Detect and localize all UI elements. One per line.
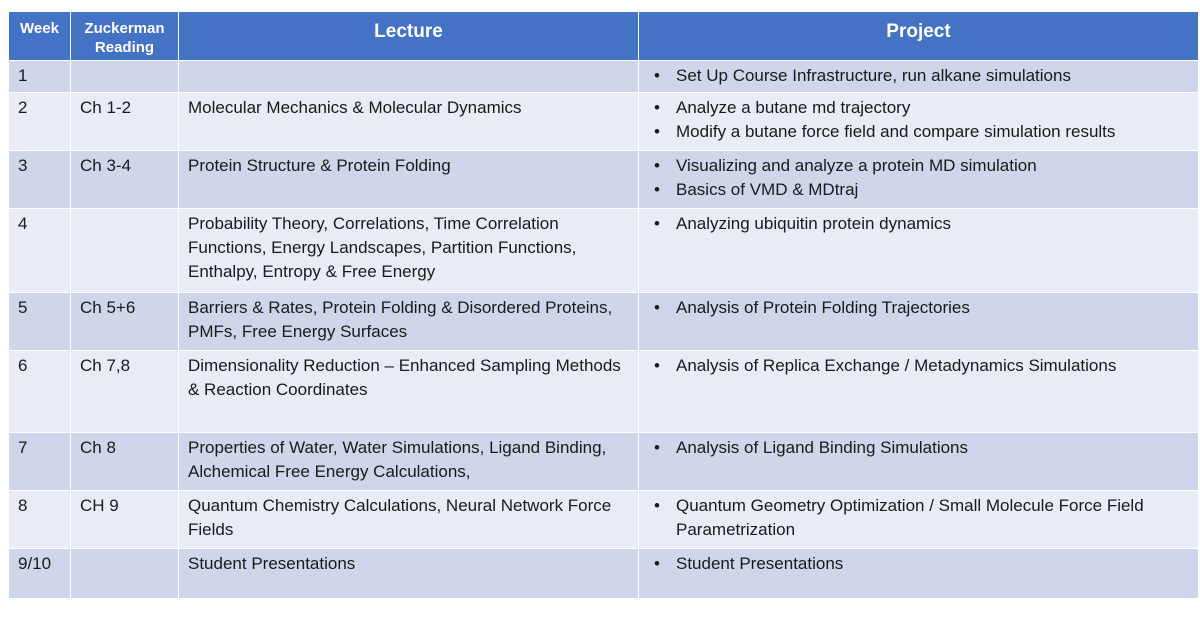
lecture-cell: Probability Theory, Correlations, Time C… [178,208,639,293]
week-cell: 1 [8,60,71,93]
reading-cell [70,60,179,93]
project-cell: Analyze a butane md trajectoryModify a b… [638,92,1199,151]
course-schedule: Week Zuckerman Reading Lecture Project 1… [8,11,1199,599]
project-header: Project [638,11,1199,61]
reading-cell: CH 9 [70,490,179,549]
table-row: 2 Ch 1-2 Molecular Mechanics & Molecular D… [8,92,1199,151]
project-cell: Analyzing ubiquitin protein dynamics [638,208,1199,293]
table-row: 4 Probability Theory, Correlations, Time … [8,208,1199,293]
project-cell: Analysis of Protein Folding Trajectories [638,292,1199,351]
project-cell: Set Up Course Infrastructure, run alkane… [638,60,1199,93]
project-item: Visualizing and analyze a protein MD sim… [648,154,1190,178]
week-header: Week [8,11,71,61]
header-row: Week Zuckerman Reading Lecture Project [8,11,1199,61]
project-cell: Visualizing and analyze a protein MD sim… [638,150,1199,209]
week-cell: 2 [8,92,71,151]
week-cell: 6 [8,350,71,433]
lecture-cell: Protein Structure & Protein Folding [178,150,639,209]
project-list: Analyze a butane md trajectoryModify a b… [648,96,1190,144]
project-item: Quantum Geometry Optimization / Small Mo… [648,494,1190,542]
week-cell: 7 [8,432,71,491]
project-item: Student Presentations [648,552,1190,576]
lecture-cell [178,60,639,93]
reading-cell: Ch 7,8 [70,350,179,433]
project-cell: Student Presentations [638,548,1199,599]
table-row: 8 CH 9 Quantum Chemistry Calculations, Neu… [8,490,1199,549]
week-cell: 8 [8,490,71,549]
reading-cell: Ch 5+6 [70,292,179,351]
project-cell: Analysis of Replica Exchange / Metadynam… [638,350,1199,433]
table-row: 6 Ch 7,8 Dimensionality Reduction – Enhanc… [8,350,1199,433]
reading-cell: Ch 3-4 [70,150,179,209]
reading-cell [70,548,179,599]
project-item: Analysis of Ligand Binding Simulations [648,436,1190,460]
project-item: Analysis of Replica Exchange / Metadynam… [648,354,1190,378]
week-cell: 5 [8,292,71,351]
lecture-header: Lecture [178,11,639,61]
project-cell: Quantum Geometry Optimization / Small Mo… [638,490,1199,549]
project-item: Basics of VMD & MDtraj [648,178,1190,202]
project-list: Analyzing ubiquitin protein dynamics [648,212,1190,236]
project-list: Visualizing and analyze a protein MD sim… [648,154,1190,202]
project-item: Analyze a butane md trajectory [648,96,1190,120]
reading-cell [70,208,179,293]
project-item: Analysis of Protein Folding Trajectories [648,296,1190,320]
project-item: Modify a butane force field and compare … [648,120,1190,144]
week-cell: 9/10 [8,548,71,599]
table-row: 7 Ch 8 Properties of Water, Water Simulati… [8,432,1199,491]
project-list: Quantum Geometry Optimization / Small Mo… [648,494,1190,542]
schedule-table: Week Zuckerman Reading Lecture Project 1… [8,11,1199,599]
table-row: 5 Ch 5+6 Barriers & Rates, Protein Folding… [8,292,1199,351]
table-row: 3 Ch 3-4 Protein Structure & Protein Foldi… [8,150,1199,209]
project-list: Analysis of Ligand Binding Simulations [648,436,1190,460]
project-cell: Analysis of Ligand Binding Simulations [638,432,1199,491]
table-row: 9/10 Student Presentations Student Present… [8,548,1199,599]
lecture-cell: Dimensionality Reduction – Enhanced Samp… [178,350,639,433]
week-cell: 3 [8,150,71,209]
reading-header: Zuckerman Reading [70,11,179,61]
reading-cell: Ch 8 [70,432,179,491]
schedule-body: 1 Set Up Course Infrastructure, run alkan… [8,60,1199,599]
lecture-cell: Quantum Chemistry Calculations, Neural N… [178,490,639,549]
table-row: 1 Set Up Course Infrastructure, run alkan… [8,60,1199,93]
week-cell: 4 [8,208,71,293]
reading-cell: Ch 1-2 [70,92,179,151]
project-list: Student Presentations [648,552,1190,576]
project-list: Analysis of Replica Exchange / Metadynam… [648,354,1190,378]
project-item: Analyzing ubiquitin protein dynamics [648,212,1190,236]
project-item: Set Up Course Infrastructure, run alkane… [648,64,1190,88]
lecture-cell: Student Presentations [178,548,639,599]
project-list: Analysis of Protein Folding Trajectories [648,296,1190,320]
project-list: Set Up Course Infrastructure, run alkane… [648,64,1190,88]
lecture-cell: Properties of Water, Water Simulations, … [178,432,639,491]
lecture-cell: Barriers & Rates, Protein Folding & Diso… [178,292,639,351]
lecture-cell: Molecular Mechanics & Molecular Dynamics [178,92,639,151]
